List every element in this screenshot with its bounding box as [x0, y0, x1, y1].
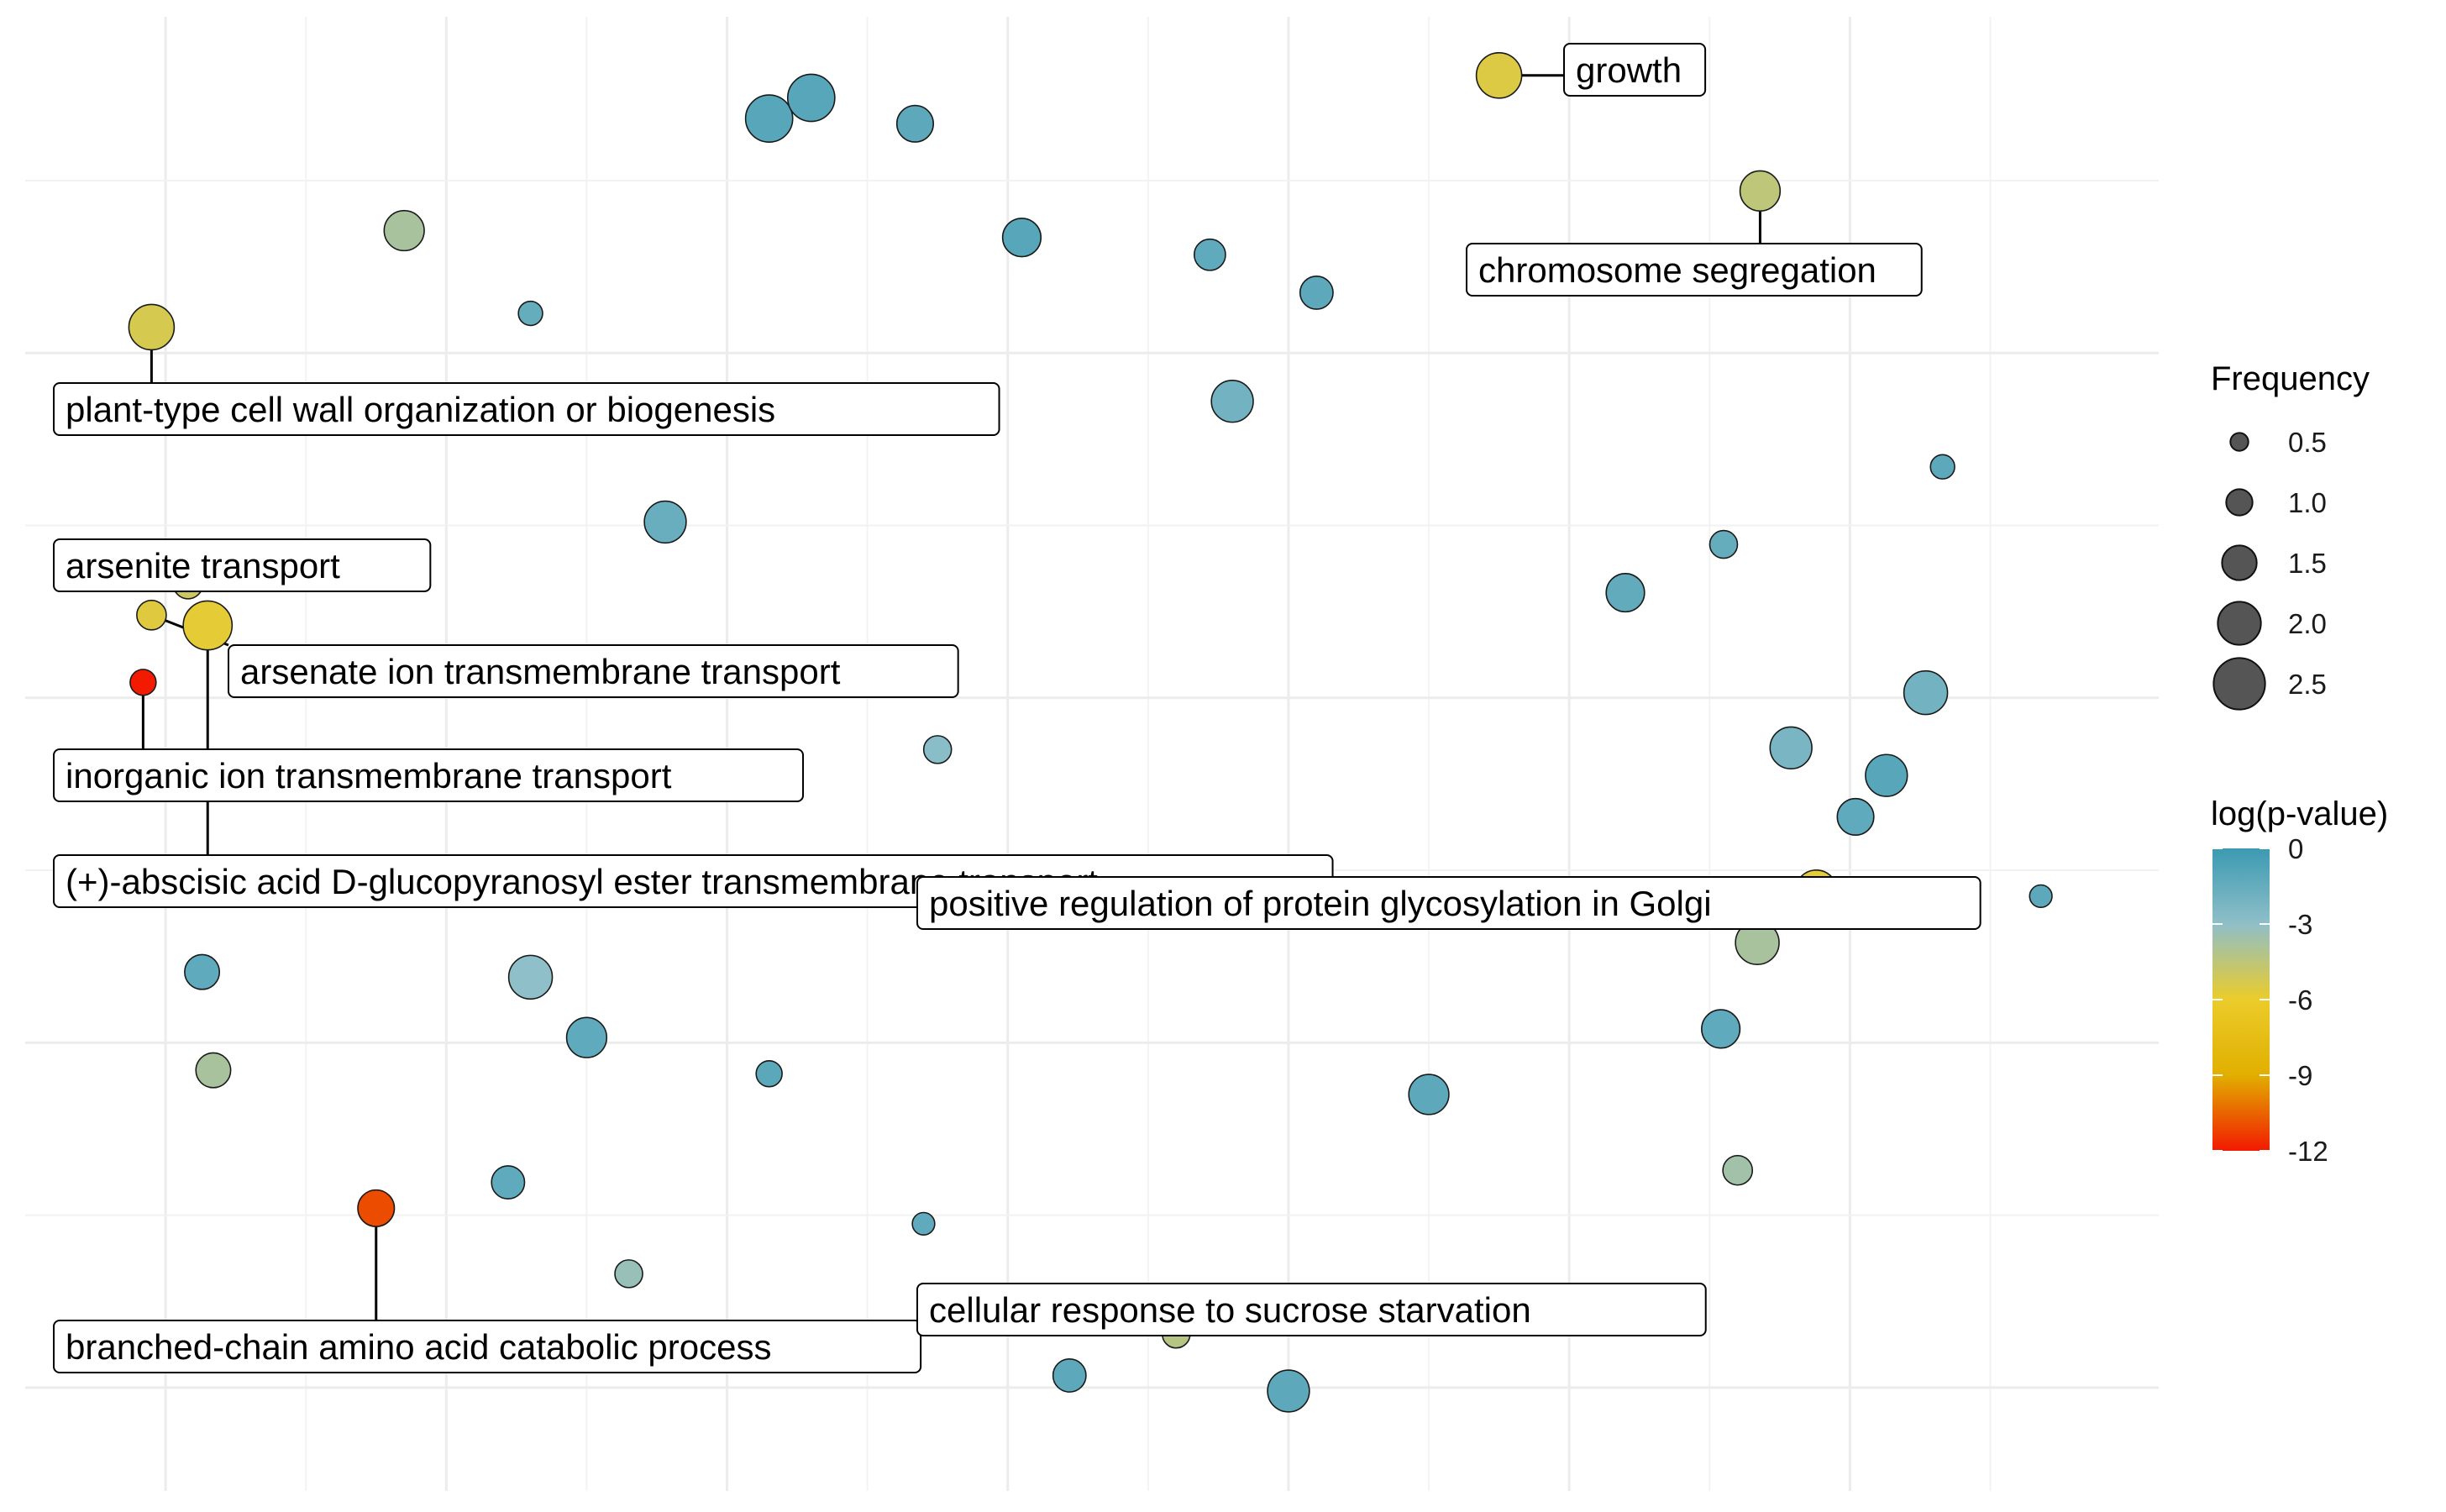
data-point: [195, 1052, 232, 1089]
point-label-box: [1563, 43, 1707, 97]
colorbar-tick-label: -12: [2288, 1136, 2328, 1167]
legend: Frequency 0.5 1.0 1.5 2.0 2.5 log(p-value) 0…: [2211, 360, 2388, 1167]
colorbar-tick-label: -3: [2288, 909, 2312, 940]
size-legend-key: [2217, 601, 2262, 646]
point-label-text: arsenate ion transmembrane transport: [240, 652, 841, 691]
data-point: [507, 954, 554, 1000]
point-label-box: [228, 644, 959, 698]
data-point: [517, 300, 543, 327]
data-point: [895, 104, 934, 143]
size-legend-label: 1.0: [2288, 487, 2327, 518]
data-point: [1836, 797, 1875, 836]
data-point: [2029, 884, 2053, 908]
data-point: [1267, 1369, 1310, 1413]
colorbar-tick-label: -6: [2288, 984, 2312, 1016]
size-legend-key: [2212, 657, 2266, 711]
point-label: plant-type cell wall organization or bio…: [53, 382, 1000, 436]
size-legend-label: 2.5: [2288, 669, 2327, 700]
data-point: [182, 600, 234, 651]
point-label-text: growth: [1576, 50, 1682, 90]
size-legend-key: [2229, 432, 2249, 452]
size-legend-key: [2225, 488, 2254, 517]
point-label: arsenite transport: [53, 538, 432, 592]
size-legend-title: Frequency: [2211, 360, 2370, 397]
point-label-text: chromosome segregation: [1478, 250, 1876, 290]
data-point: [1605, 572, 1646, 613]
point-label: inorganic ion transmembrane transport: [53, 748, 805, 802]
data-point: [565, 1016, 608, 1058]
data-point: [1903, 669, 1949, 716]
size-legend-key: [2221, 544, 2258, 581]
data-point: [1701, 1009, 1741, 1049]
data-point: [755, 1060, 783, 1088]
point-label-text: plant-type cell wall organization or bio…: [66, 390, 775, 429]
point-label-box: [53, 1320, 922, 1373]
point-label: chromosome segregation: [1466, 243, 1923, 297]
data-point: [1709, 529, 1739, 559]
data-point: [1739, 170, 1782, 212]
data-point: [1193, 238, 1226, 271]
point-label: branched-chain amino acid catabolic proc…: [53, 1320, 922, 1373]
data-point: [786, 73, 836, 123]
size-legend-label: 2.0: [2288, 608, 2327, 639]
point-label-box: [53, 538, 432, 592]
data-point: [1052, 1358, 1087, 1393]
data-point: [1299, 275, 1334, 310]
data-point: [1408, 1074, 1450, 1116]
data-point: [643, 500, 687, 544]
point-label-text: inorganic ion transmembrane transport: [66, 756, 672, 795]
point-label-box: [53, 748, 805, 802]
data-points: [128, 51, 2053, 1413]
point-label-box: [916, 876, 1981, 930]
data-point: [491, 1165, 526, 1200]
point-label: cellular response to sucrose starvation: [916, 1283, 1707, 1336]
data-point: [1210, 380, 1254, 423]
size-legend-label: 0.5: [2288, 427, 2327, 458]
point-label-box: [916, 1283, 1707, 1336]
point-label: arsenate ion transmembrane transport: [228, 644, 959, 698]
data-point: [184, 953, 221, 990]
data-point: [357, 1189, 396, 1227]
point-label: positive regulation of protein glycosyla…: [916, 876, 1981, 930]
size-legend-label: 1.5: [2288, 548, 2327, 579]
data-point: [1001, 218, 1042, 258]
data-point: [1929, 454, 1955, 480]
size-legend-keys: 0.5 1.0 1.5 2.0 2.5: [2212, 427, 2327, 711]
point-label-text: positive regulation of protein glycosyla…: [929, 884, 1712, 923]
data-point: [1769, 726, 1813, 770]
point-labels: growth chromosome segregation plant-type c…: [53, 43, 1981, 1373]
data-point: [136, 599, 167, 631]
colorbar-tick-label: -9: [2288, 1060, 2312, 1091]
color-legend-ticks: 0 -3 -6 -9 -12: [2212, 833, 2328, 1167]
point-label-box: [1466, 243, 1923, 297]
point-label: growth: [1563, 43, 1707, 97]
data-point: [1475, 51, 1523, 99]
color-legend-title: log(p-value): [2211, 795, 2388, 832]
data-point: [1865, 753, 1908, 797]
data-point: [614, 1259, 643, 1289]
data-point: [922, 735, 953, 764]
grid: [25, 17, 2159, 1491]
data-point: [911, 1211, 936, 1236]
data-point: [383, 209, 425, 252]
data-point: [129, 669, 157, 696]
point-label-box: [53, 382, 1000, 436]
data-point: [128, 303, 176, 351]
data-point: [1722, 1154, 1754, 1186]
point-label-text: cellular response to sucrose starvation: [929, 1290, 1531, 1330]
point-label-text: branched-chain amino acid catabolic proc…: [66, 1327, 771, 1367]
colorbar-tick-label: 0: [2288, 833, 2303, 864]
data-point: [744, 94, 794, 143]
point-label-text: arsenite transport: [66, 546, 340, 585]
